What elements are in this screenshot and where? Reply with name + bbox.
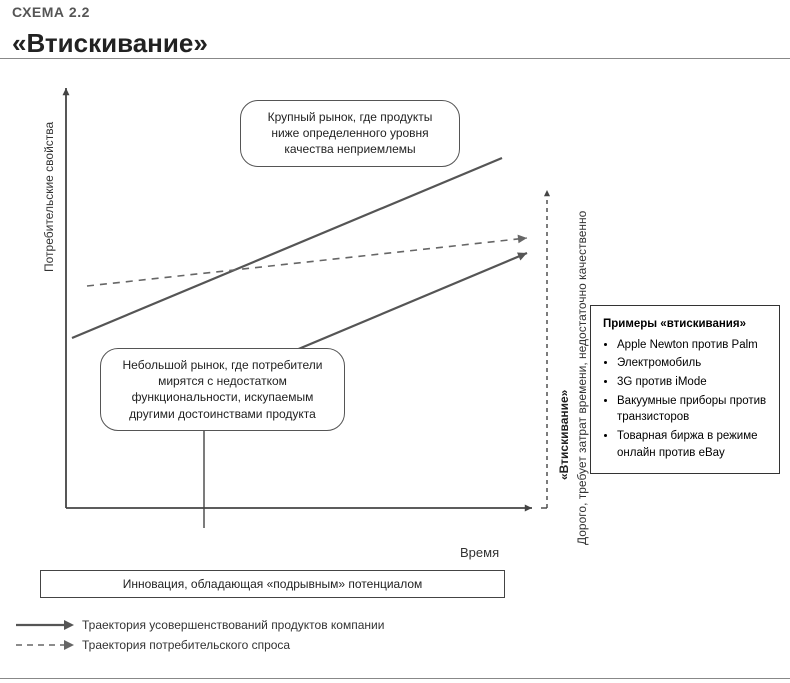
examples-item: Вакуумные приборы против транзисторов [617, 393, 769, 426]
page-title: «Втискивание» [12, 28, 208, 59]
callout-large-market: Крупный рынок, где продукты ниже определ… [240, 100, 460, 167]
examples-title: Примеры «втискивания» [603, 316, 769, 333]
legend-row-dashed: Траектория потребительского спроса [14, 638, 384, 652]
right-cost-label: Дорого, требует затрат времени, недостат… [575, 211, 589, 545]
legend-dashed-label: Траектория потребительского спроса [82, 638, 290, 652]
page: СХЕМА 2.2 «Втискивание» Потребительские … [0, 0, 790, 683]
legend: Траектория усовершенствований продуктов … [14, 618, 384, 658]
examples-item: Электромобиль [617, 355, 769, 372]
scheme-label: СХЕМА 2.2 [12, 4, 90, 20]
right-squeeze-label: «Втискивание» [557, 390, 571, 480]
legend-solid-arrow-icon [14, 618, 74, 632]
examples-item: Товарная биржа в режиме онлайн против eB… [617, 428, 769, 461]
legend-dashed-arrow-icon [14, 638, 74, 652]
examples-list: Apple Newton против Palm Электромобиль 3… [603, 337, 769, 462]
innovation-box: Инновация, обладающая «подрывным» потенц… [40, 570, 505, 598]
bottom-divider [0, 678, 790, 679]
top-divider [0, 58, 790, 59]
x-axis-label: Время [460, 545, 499, 560]
examples-item: Apple Newton против Palm [617, 337, 769, 354]
legend-solid-label: Траектория усовершенствований продуктов … [82, 618, 384, 632]
examples-box: Примеры «втискивания» Apple Newton проти… [590, 305, 780, 474]
examples-item: 3G против iMode [617, 374, 769, 391]
legend-row-solid: Траектория усовершенствований продуктов … [14, 618, 384, 632]
callout-small-market: Небольшой рынок, где потребители мирятся… [100, 348, 345, 431]
